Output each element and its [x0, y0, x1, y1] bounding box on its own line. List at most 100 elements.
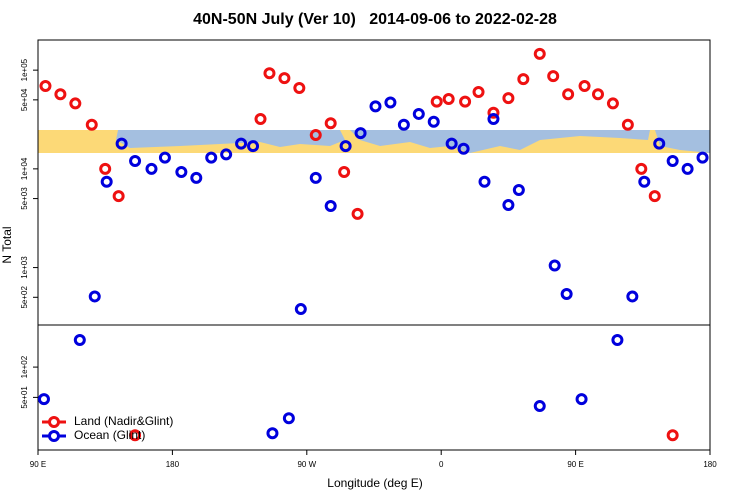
point	[100, 175, 113, 188]
point	[278, 72, 291, 85]
point	[294, 303, 307, 316]
point	[354, 127, 367, 140]
legend-marker	[48, 416, 60, 428]
point	[266, 427, 279, 440]
y-tick-label: 1e+05	[20, 58, 29, 81]
point	[606, 97, 619, 110]
point	[666, 155, 679, 168]
ocean-shape	[350, 130, 650, 153]
point	[37, 393, 50, 406]
point	[324, 117, 337, 130]
point	[533, 400, 546, 413]
point	[575, 393, 588, 406]
point	[457, 142, 470, 155]
point	[562, 88, 575, 101]
point	[626, 290, 639, 303]
point	[502, 92, 515, 105]
point	[442, 93, 455, 106]
point	[85, 118, 98, 131]
y-tick-label: 5e+02	[20, 286, 29, 309]
point	[39, 80, 52, 93]
point	[175, 165, 188, 178]
point	[696, 151, 709, 164]
point	[115, 137, 128, 150]
point	[205, 151, 218, 164]
point	[621, 118, 634, 131]
point	[502, 199, 515, 212]
x-tick-label: 180	[166, 460, 180, 469]
point	[548, 259, 561, 272]
point	[254, 112, 267, 125]
y-axis-label: N Total	[0, 226, 14, 263]
point	[235, 137, 248, 150]
point	[54, 88, 67, 101]
point	[309, 171, 322, 184]
legend-marker	[48, 430, 60, 442]
point	[309, 129, 322, 142]
point	[653, 137, 666, 150]
point	[129, 429, 142, 442]
y-tick-label: 5e+03	[20, 187, 29, 210]
point	[472, 86, 485, 99]
point	[533, 47, 546, 60]
map-strip	[38, 130, 710, 153]
point	[611, 333, 624, 346]
point	[517, 73, 530, 86]
point	[397, 118, 410, 131]
point	[512, 184, 525, 197]
legend-label: Land (Nadir&Glint)	[74, 414, 173, 428]
y-tick-label: 1e+03	[20, 256, 29, 279]
point	[560, 287, 573, 300]
y-tick-label: 5e+01	[20, 386, 29, 409]
point	[592, 88, 604, 101]
point	[666, 429, 679, 442]
point	[158, 151, 171, 164]
point	[547, 70, 560, 83]
x-tick-label: 0	[439, 460, 444, 469]
x-tick-label: 180	[703, 460, 717, 469]
chart-title: 40N-50N July (Ver 10) 2014-09-06 to 2022…	[193, 11, 557, 28]
x-tick-label: 90 W	[297, 460, 316, 469]
point	[247, 140, 260, 153]
y-tick-label: 1e+04	[20, 157, 29, 180]
point	[220, 148, 233, 161]
point	[145, 162, 158, 175]
point	[351, 207, 364, 220]
bottom-panel-frame	[37, 324, 711, 451]
point	[339, 140, 352, 153]
point	[487, 112, 500, 125]
point	[338, 165, 351, 178]
point	[578, 80, 591, 93]
point	[282, 412, 295, 425]
ocean-shape	[655, 130, 710, 153]
point	[681, 162, 694, 175]
point	[445, 137, 458, 150]
point	[369, 100, 382, 113]
point	[324, 200, 337, 213]
y-tick-label: 5e+04	[20, 88, 29, 111]
point	[263, 67, 276, 80]
legend-label: Ocean (Glint)	[74, 428, 145, 442]
point	[99, 162, 112, 175]
point	[129, 155, 142, 168]
point	[648, 190, 661, 203]
top-panel-frame	[37, 39, 711, 326]
x-tick-label: 90 E	[567, 460, 583, 469]
point	[88, 290, 101, 303]
point	[190, 171, 203, 184]
point	[487, 106, 500, 119]
point	[430, 95, 443, 108]
point	[384, 96, 397, 109]
point	[73, 333, 86, 346]
point	[69, 97, 82, 110]
y-tick-label: 1e+02	[20, 355, 29, 378]
point	[112, 190, 125, 203]
x-axis-label: Longitude (deg E)	[327, 476, 422, 490]
point	[478, 175, 491, 188]
ocean-shape	[116, 130, 345, 148]
point	[293, 81, 306, 94]
point	[427, 115, 440, 128]
x-tick-label: 90 E	[30, 460, 46, 469]
point	[638, 175, 651, 188]
